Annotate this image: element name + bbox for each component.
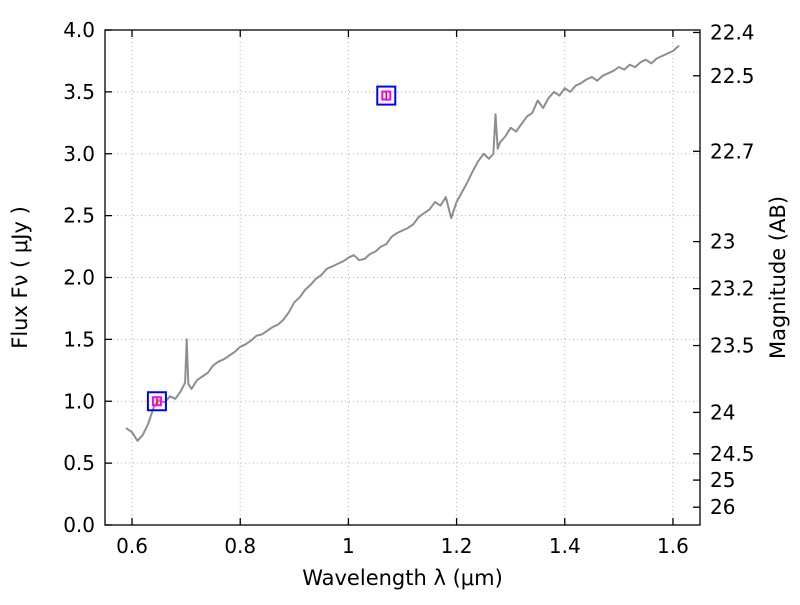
x-tick-label: 0.8 [224,534,256,558]
y-right-tick-label: 22.5 [710,64,755,88]
y-left-tick-label: 2.5 [63,204,95,228]
y-left-tick-label: 0.0 [63,513,95,537]
grid-layer [105,29,700,526]
y-left-tick-label: 1.5 [63,327,95,351]
y-right-tick-label: 22.7 [710,139,755,163]
photometry-point-1-inner-square [151,396,162,407]
plot-frame [104,29,701,526]
y-left-tick-label: 2.0 [63,266,95,290]
x-tick-label: 0.6 [116,534,148,558]
y-right-tick-label: 22.4 [710,20,755,44]
x-axis-label: Wavelength λ (μm) [302,566,503,590]
y-left-tick-label: 0.5 [63,451,95,475]
x-tick-label: 1.2 [441,534,473,558]
x-tick-label: 1.4 [549,534,581,558]
series-layer [125,45,680,442]
x-tick-label: 1 [342,534,355,558]
x-tick-label: 1.6 [657,534,689,558]
tick-labels-layer: 0.6 0.8 1 1.2 1.4 1.6 0.0 0.5 1.0 1.5 2.0 2.5 3.0 3.5… [63,18,754,558]
y-left-tick-label: 1.0 [63,389,95,413]
photometry-point-1-outer-square [146,391,167,412]
y-right-tick-label: 26 [710,495,735,519]
y-right-tick-label: 24.5 [710,442,755,466]
photometry-point-2-outer-square [376,85,397,106]
y-left-tick-label: 3.0 [63,142,95,166]
ticks-layer [105,29,700,526]
y-right-tick-label: 23.2 [710,277,755,301]
y-right-tick-label: 24 [710,400,735,424]
photometry-markers-layer [146,85,397,412]
spectrum-line [125,45,680,442]
y-axis-label-right: Magnitude (AB) [766,196,790,359]
y-right-tick-label: 25 [710,468,735,492]
y-right-tick-label: 23.5 [710,334,755,358]
photometry-point-2-inner-square [381,90,392,101]
y-left-tick-label: 4.0 [63,18,95,42]
y-left-tick-label: 3.5 [63,80,95,104]
y-right-tick-label: 23 [710,230,735,254]
y-axis-label-left: Flux Fν ( μJy ) [8,206,32,349]
